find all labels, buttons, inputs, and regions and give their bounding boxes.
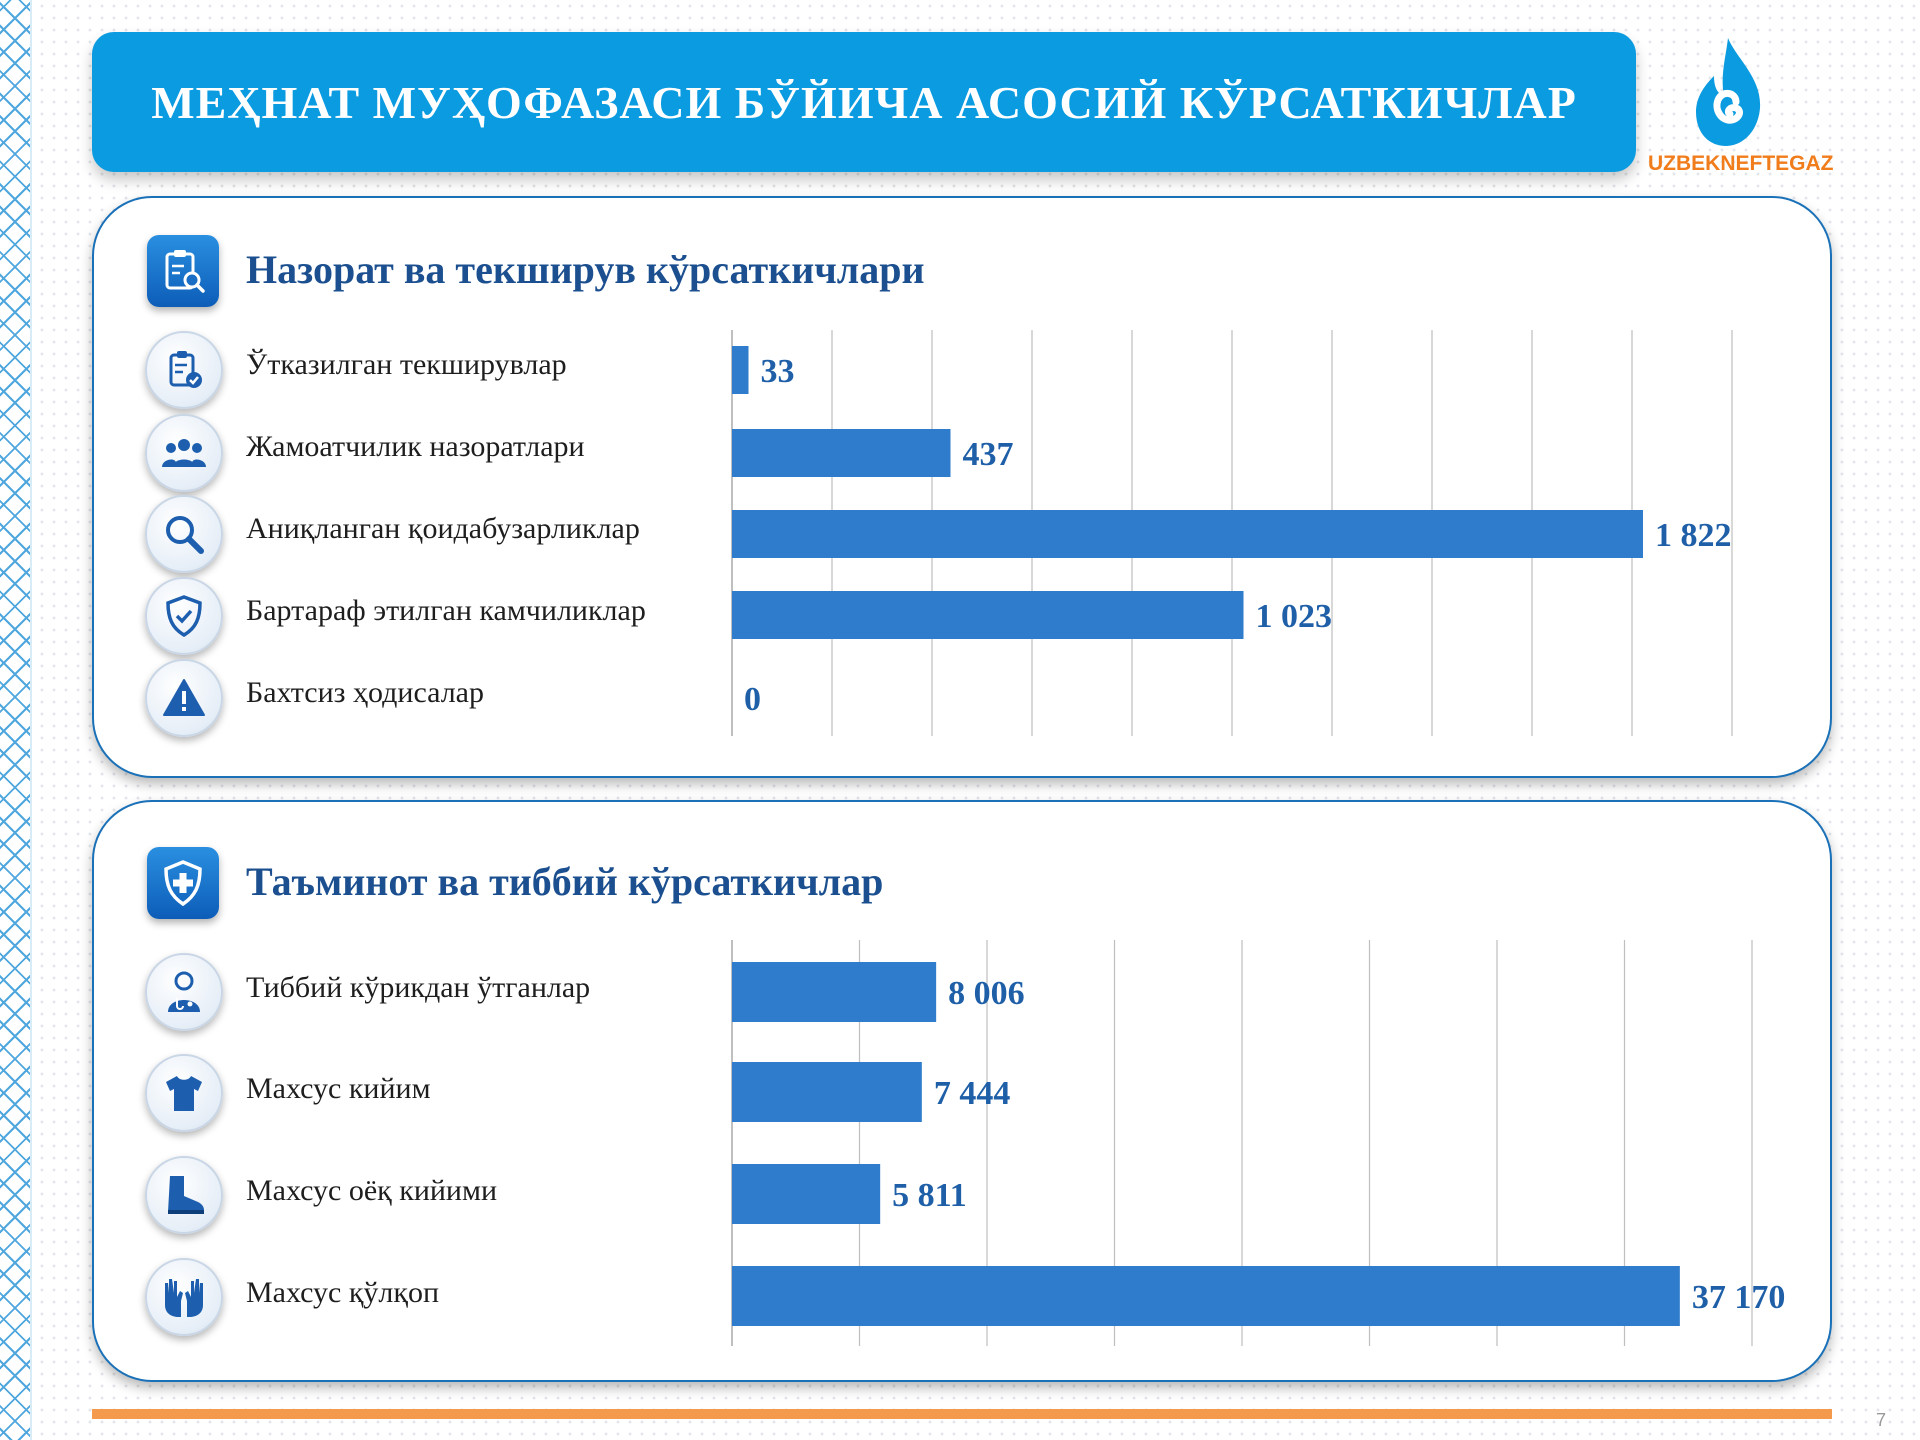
supply-medical-bar-chart: 8 006 7 444 5 811 37 170 xyxy=(731,940,1786,1346)
row-label: Ўтказилган текширувлар xyxy=(246,348,567,381)
row-label: Бахтсиз ҳодисалар xyxy=(246,676,484,709)
row-label: Махсус оёқ кийими xyxy=(246,1174,498,1207)
bar xyxy=(732,591,1244,639)
data-label: 437 xyxy=(963,436,1014,473)
row-label: Жамоатчилик назоратлари xyxy=(246,430,585,463)
decorative-pattern-strip xyxy=(0,0,32,1440)
data-label: 0 xyxy=(744,681,761,718)
section-title: Назорат ва текширув кўрсаткичлари xyxy=(246,247,925,292)
gloves-icon xyxy=(145,1258,223,1336)
tshirt-icon xyxy=(145,1054,223,1132)
page-number: 7 xyxy=(1876,1410,1887,1430)
logo-text: UZBEKNEFTEGAZ xyxy=(1648,152,1834,175)
row-label: Махсус кийим xyxy=(246,1072,431,1105)
bar xyxy=(732,346,749,394)
data-label: 7 444 xyxy=(934,1075,1011,1112)
shield-check-icon xyxy=(145,577,223,655)
footer-divider xyxy=(92,1409,1832,1419)
flame-logo-icon xyxy=(1696,38,1761,146)
bar xyxy=(732,510,1643,558)
data-label: 8 006 xyxy=(948,975,1025,1012)
title-banner: МЕҲНАТ МУҲОФАЗАСИ БЎЙИЧА АСОСИЙ КЎРСАТКИ… xyxy=(92,32,1636,172)
bar xyxy=(732,1266,1680,1326)
data-label: 37 170 xyxy=(1692,1279,1786,1316)
bar xyxy=(732,1062,922,1122)
inspection-panel xyxy=(92,196,1832,778)
bar xyxy=(732,429,951,477)
data-label: 1 822 xyxy=(1655,517,1732,554)
row-label: Аниқланган қоидабузарликлар xyxy=(246,512,640,545)
page-title: МЕҲНАТ МУҲОФАЗАСИ БЎЙИЧА АСОСИЙ КЎРСАТКИ… xyxy=(151,76,1577,128)
row-label: Тиббий кўрикдан ўтганлар xyxy=(246,971,591,1004)
row-label: Махсус қўлқоп xyxy=(246,1276,440,1309)
inspection-bar-chart: 33 437 1 822 1 023 0 xyxy=(731,330,1733,736)
data-label: 5 811 xyxy=(892,1177,967,1214)
people-group-icon xyxy=(145,414,223,492)
shield-plus-icon xyxy=(147,847,219,919)
bar xyxy=(732,962,937,1022)
magnifier-icon xyxy=(145,495,223,573)
clipboard-check-icon xyxy=(145,331,223,409)
boot-icon xyxy=(145,1156,223,1234)
data-label: 33 xyxy=(761,353,795,390)
warning-triangle-icon xyxy=(145,659,223,737)
bar xyxy=(732,1164,881,1224)
clipboard-search-icon xyxy=(147,235,219,307)
row-label: Бартараф этилган камчиликлар xyxy=(246,594,646,627)
doctor-icon xyxy=(145,953,223,1031)
data-label: 1 023 xyxy=(1256,598,1333,635)
section-title: Таъминот ва тиббий кўрсаткичлар xyxy=(246,859,884,904)
company-logo: UZBEKNEFTEGAZ xyxy=(1648,36,1834,186)
